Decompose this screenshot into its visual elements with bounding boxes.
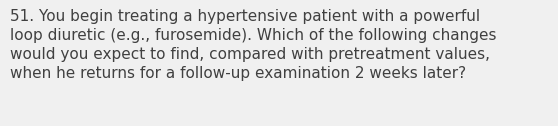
Text: 51. You begin treating a hypertensive patient with a powerful
loop diuretic (e.g: 51. You begin treating a hypertensive pa… — [10, 9, 497, 81]
